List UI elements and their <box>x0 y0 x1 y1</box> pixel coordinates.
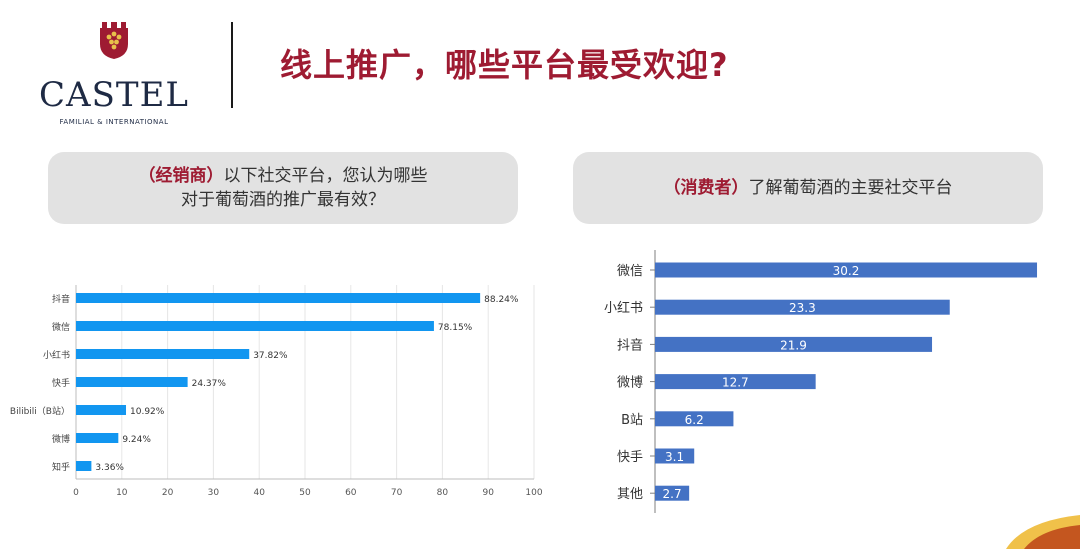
x-tick-label: 50 <box>299 488 311 498</box>
bar <box>655 262 1038 278</box>
category-label: 微博 <box>617 376 643 391</box>
category-label: 微信 <box>52 321 70 333</box>
bar <box>76 433 119 443</box>
bar-value-label: 3.1 <box>665 450 684 464</box>
x-tick-label: 10 <box>116 488 128 498</box>
bar <box>76 349 250 359</box>
bar-value-label: 37.82% <box>253 351 288 361</box>
category-label: 其他 <box>617 487 643 502</box>
category-label: 小红书 <box>43 349 70 361</box>
bar-value-label: 6.2 <box>685 413 704 427</box>
category-label: 小红书 <box>604 300 643 316</box>
dealer-tag: （经销商） <box>138 166 224 186</box>
consumer-tag: （消费者） <box>663 178 749 198</box>
bar <box>76 321 434 331</box>
consumer-question-text: 了解葡萄酒的主要社交平台 <box>748 178 953 198</box>
x-tick-label: 20 <box>162 488 174 498</box>
x-tick-label: 80 <box>437 488 449 498</box>
bar <box>655 448 695 464</box>
bar-value-label: 30.2 <box>833 264 860 278</box>
x-tick-label: 30 <box>208 488 220 498</box>
bar-value-label: 78.15% <box>438 323 473 333</box>
bar-value-label: 23.3 <box>789 301 816 315</box>
category-label: B站 <box>621 413 643 428</box>
bar-value-label: 10.92% <box>130 407 165 417</box>
x-tick-label: 40 <box>253 488 265 498</box>
x-tick-label: 90 <box>482 488 494 498</box>
bar-value-label: 24.37% <box>192 379 227 389</box>
bar-value-label: 3.36% <box>95 463 124 473</box>
dealer-question-line1: 以下社交平台，您认为哪些 <box>223 166 428 186</box>
logo-tagline: FAMILIAL & INTERNATIONAL <box>59 118 169 126</box>
dealer-question-box: （经销商）以下社交平台，您认为哪些 对于葡萄酒的推广最有效？ <box>48 152 518 224</box>
castel-logo: CASTEL FAMILIAL & INTERNATIONAL <box>34 20 194 126</box>
bar <box>655 374 816 390</box>
bar-value-label: 88.24% <box>484 295 519 305</box>
castle-crest-icon <box>100 22 128 59</box>
bar <box>76 461 92 471</box>
logo-name: CASTEL <box>39 75 189 115</box>
header-divider <box>231 22 233 108</box>
category-label: 抖音 <box>52 293 70 305</box>
consumer-question-box: （消费者）了解葡萄酒的主要社交平台 <box>573 152 1043 224</box>
bar-value-label: 12.7 <box>722 376 749 390</box>
x-tick-label: 0 <box>73 488 79 498</box>
bar-value-label: 2.7 <box>663 487 682 501</box>
category-label: 微信 <box>617 264 643 279</box>
bar <box>76 377 188 387</box>
bar-value-label: 9.24% <box>122 435 151 445</box>
category-label: 快手 <box>617 450 643 465</box>
corner-decoration <box>1006 515 1080 549</box>
bar <box>655 299 950 315</box>
bar <box>76 405 127 415</box>
category-label: 知乎 <box>52 461 70 473</box>
category-label: Bilibili（B站） <box>10 405 70 417</box>
bar <box>655 411 734 427</box>
bar <box>655 336 933 352</box>
category-label: 微博 <box>52 433 70 445</box>
bar-value-label: 21.9 <box>780 338 807 352</box>
category-label: 抖音 <box>617 337 643 353</box>
dealer-question-line2: 对于葡萄酒的推广最有效？ <box>181 190 385 210</box>
page-title: 线上推广，哪些平台最受欢迎? <box>280 46 729 84</box>
category-label: 快手 <box>52 377 70 389</box>
bar <box>655 485 690 501</box>
x-tick-label: 70 <box>391 488 403 498</box>
bar <box>76 293 481 303</box>
x-tick-label: 60 <box>345 488 357 498</box>
x-tick-label: 100 <box>525 488 542 498</box>
